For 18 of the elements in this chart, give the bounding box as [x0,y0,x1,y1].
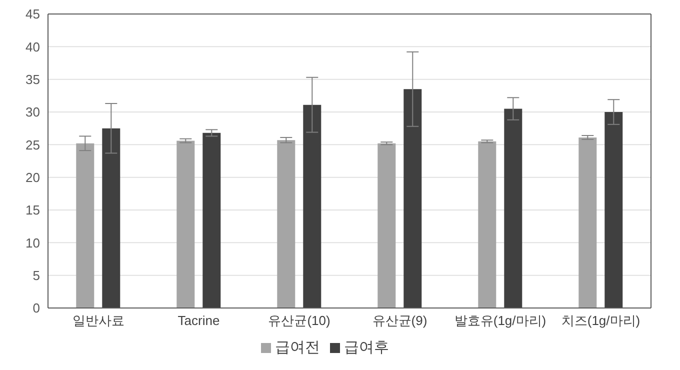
x-tick-label: Tacrine [178,313,220,328]
y-tick-label: 5 [32,268,40,283]
y-tick-label: 30 [26,104,40,120]
y-tick-label: 10 [26,235,40,250]
x-tick-label: 발효유(1g/마리) [454,313,546,328]
x-tick-label: 유산균(10) [268,313,330,328]
y-tick-label: 25 [26,137,40,152]
legend-label: 급여후 [344,339,389,356]
y-tick-label: 40 [26,39,40,54]
x-tick-label: 유산균(9) [372,313,428,328]
x-tick-label: 치즈(1g/마리) [561,313,640,328]
y-tick-label: 0 [32,300,40,316]
y-tick-label: 35 [26,72,40,87]
y-tick-label: 15 [26,202,40,218]
y-tick-label: 20 [26,170,40,185]
y-tick-label: 45 [26,6,40,22]
legend-label: 급여전 [275,339,320,356]
x-tick-label: 일반사료 [72,313,124,328]
